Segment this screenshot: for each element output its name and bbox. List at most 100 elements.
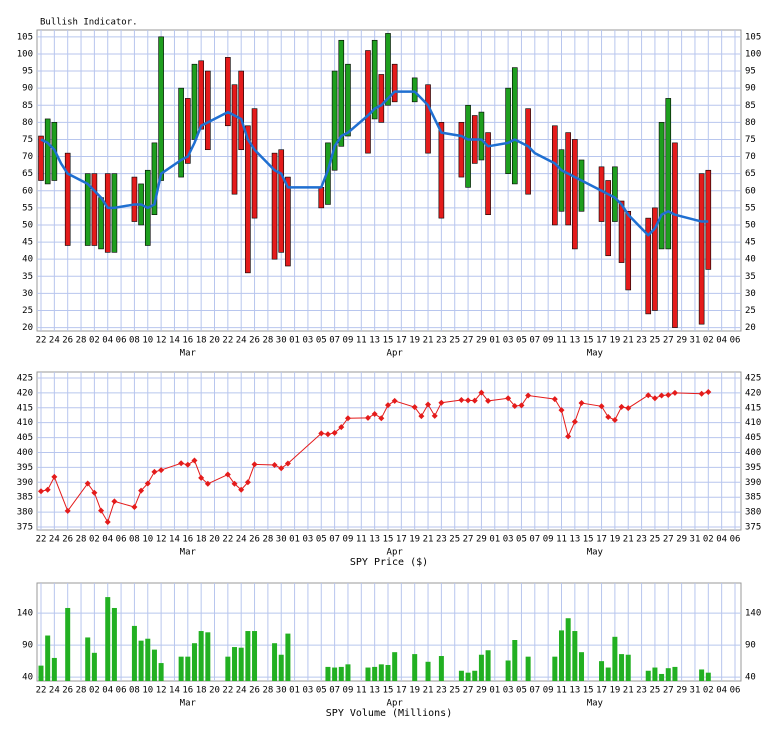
x-tick-label: 13 <box>369 336 380 346</box>
x-tick-label: 25 <box>449 686 460 696</box>
x-tick-label: 28 <box>76 535 87 545</box>
x-tick-label: 28 <box>76 686 87 696</box>
price-point <box>558 407 565 414</box>
x-tick-label: 05 <box>516 686 527 696</box>
x-tick-label: 17 <box>396 686 407 696</box>
indicator-bar <box>478 111 485 161</box>
indicator-bar <box>205 70 211 151</box>
indicator-bar <box>38 135 44 181</box>
volume-bar <box>565 618 571 681</box>
indicator-bar <box>425 84 431 154</box>
indicator-bar <box>111 173 118 253</box>
price-point <box>198 474 205 481</box>
price-point <box>505 395 512 402</box>
y-tick-label: 45 <box>22 238 33 248</box>
indicator-bar <box>178 87 184 178</box>
y-tick-label: 405 <box>17 433 33 443</box>
price-point <box>658 392 665 399</box>
x-tick-label: 26 <box>249 686 260 696</box>
price-point <box>364 414 371 421</box>
indicator-bar <box>505 87 511 174</box>
x-tick-label: 14 <box>169 336 180 346</box>
price-point <box>458 397 465 404</box>
x-tick-label: 09 <box>543 336 554 346</box>
x-tick-label: 19 <box>609 336 620 346</box>
price-point <box>705 388 712 395</box>
x-tick-label: 29 <box>676 686 687 696</box>
indicator-bar <box>705 169 712 270</box>
indicator-bar <box>458 122 465 178</box>
indicator-bar <box>191 63 198 140</box>
y-tick-label: 60 <box>745 186 756 196</box>
volume-bar <box>605 667 611 681</box>
volume-bar <box>272 643 278 681</box>
volume-bar <box>178 656 184 681</box>
volume-bar <box>205 632 211 681</box>
indicator-bar <box>658 122 665 250</box>
indicator-bar <box>91 173 98 246</box>
x-tick-label: 30 <box>276 336 287 346</box>
y-tick-label: 140 <box>17 609 33 619</box>
x-tick-label: 06 <box>116 336 127 346</box>
indicator-bar <box>485 132 491 216</box>
y-tick-label: 400 <box>745 448 761 458</box>
x-tick-label: 04 <box>716 336 727 346</box>
x-tick-label: 03 <box>303 535 314 545</box>
y-tick-label: 30 <box>745 289 756 299</box>
price-point <box>64 507 71 514</box>
x-tick-label: 27 <box>463 535 474 545</box>
volume-bar <box>185 656 191 681</box>
x-tick-label: 29 <box>676 535 687 545</box>
indicator-bar <box>98 197 104 250</box>
price-point <box>238 486 245 493</box>
indicator-bar <box>378 74 385 123</box>
volume-bar <box>612 636 618 681</box>
volume-bar <box>505 660 511 681</box>
x-tick-label: 11 <box>556 336 567 346</box>
x-tick-label: 03 <box>503 336 514 346</box>
x-tick-label: 27 <box>663 686 674 696</box>
x-tick-label: 28 <box>262 336 273 346</box>
x-tick-label: 06 <box>730 686 741 696</box>
indicator-bar <box>285 176 291 267</box>
y-tick-label: 95 <box>745 67 756 77</box>
indicator-bar <box>185 98 191 164</box>
price-point <box>324 431 331 438</box>
volume-bar <box>465 672 471 681</box>
price-point <box>184 461 191 468</box>
x-tick-label: 01 <box>289 535 300 545</box>
y-tick-label: 380 <box>17 508 33 518</box>
y-tick-label: 390 <box>17 478 33 488</box>
x-tick-label: 24 <box>236 535 247 545</box>
x-tick-label: 01 <box>289 686 300 696</box>
x-tick-label: 24 <box>236 686 247 696</box>
price-point <box>224 471 231 478</box>
y-tick-label: 65 <box>22 169 33 179</box>
indicator-bar <box>525 108 531 195</box>
indicator-bar <box>558 149 565 212</box>
x-tick-label: 23 <box>436 535 447 545</box>
price-point <box>671 389 678 396</box>
price-point <box>191 457 198 464</box>
x-tick-label: 08 <box>129 535 140 545</box>
indicator-bar <box>318 187 325 209</box>
indicator-bar <box>552 125 558 226</box>
x-tick-label: 01 <box>489 535 500 545</box>
x-tick-label: 27 <box>463 686 474 696</box>
volume-bar <box>158 663 164 681</box>
price-point <box>645 392 652 399</box>
y-tick-label: 395 <box>17 463 33 473</box>
price-point <box>598 403 605 410</box>
month-label: Apr <box>387 548 404 558</box>
indicator-bar <box>251 108 258 219</box>
y-tick-label: 75 <box>745 135 756 145</box>
x-tick-label: 17 <box>396 535 407 545</box>
y-tick-label: 85 <box>745 101 756 111</box>
x-tick-label: 11 <box>556 535 567 545</box>
volume-bar <box>699 669 705 681</box>
price-point <box>378 415 385 422</box>
x-tick-label: 07 <box>529 686 540 696</box>
indicator-bar <box>345 63 351 137</box>
volume-bar <box>65 607 71 681</box>
